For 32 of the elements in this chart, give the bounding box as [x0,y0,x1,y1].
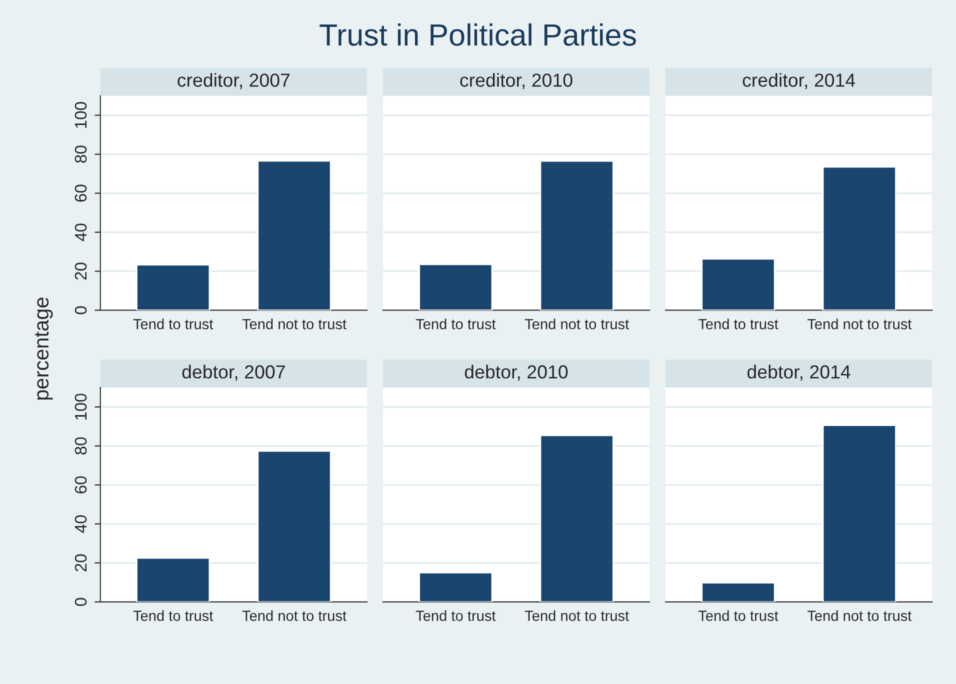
y-tick-label: 20 [74,554,87,572]
x-tick-label: Tend not to trust [807,318,912,330]
y-tick-label: 100 [74,394,87,420]
x-tick-label: Tend to trust [416,318,496,330]
y-tick-label: 100 [74,102,87,128]
y-tick-label: 40 [74,515,87,533]
x-tick-label: Tend not to trust [242,318,346,330]
chart-subtitle: creditor, 2010 [460,73,572,90]
x-tick-label: Tend to trust [416,610,496,621]
chart-subtitle: creditor, 2007 [178,73,290,90]
chart-title: Trust in Political Parties [320,23,636,46]
y-tick-label: 0 [74,598,87,606]
y-tick-label: 80 [74,437,87,454]
y-tick-label: 60 [74,476,87,494]
y-tick-label: 20 [74,262,87,280]
x-tick-label: Tend not to trust [524,318,630,330]
y-tick-label: 80 [74,146,87,163]
x-tick-label: Tend not to trust [807,610,912,621]
x-tick-label: Tend to trust [698,318,778,330]
y-tick-label: 60 [74,184,87,202]
x-tick-label: Tend to trust [698,610,778,621]
y-tick-label: 0 [74,306,87,314]
chart-subtitle: debtor, 2014 [747,364,850,381]
chart-subtitle: debtor, 2007 [182,364,285,381]
chart-subtitle: creditor, 2014 [742,73,856,90]
x-tick-label: Tend to trust [133,610,214,621]
y-tick-label: 40 [74,224,87,242]
y-axis-title: percentage [34,298,53,400]
chart-subtitle: debtor, 2010 [464,364,568,381]
x-tick-label: Tend to trust [133,318,214,330]
x-tick-label: Tend not to trust [524,610,630,621]
x-tick-label: Tend not to trust [242,610,346,621]
